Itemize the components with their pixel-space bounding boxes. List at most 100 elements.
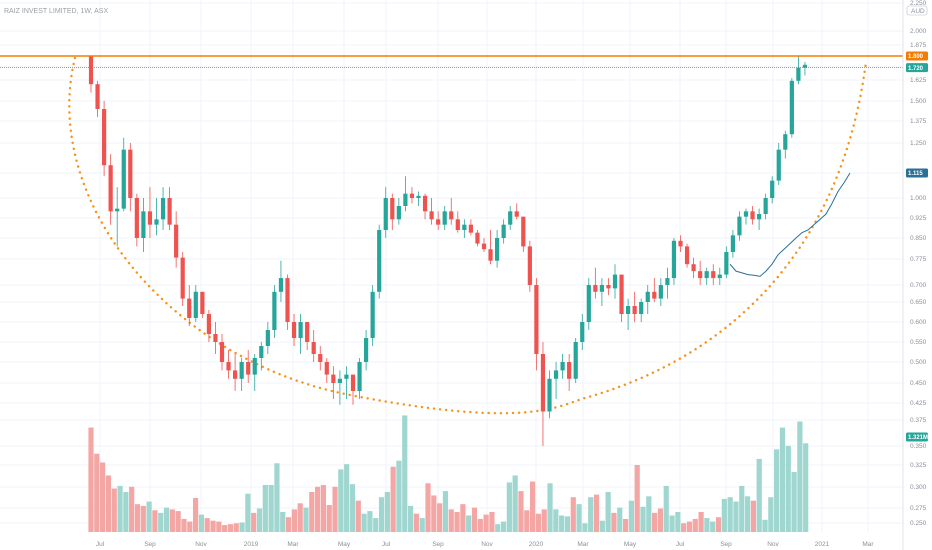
volume-bar	[710, 521, 716, 532]
x-tick-label: Jul	[96, 541, 105, 548]
candle-body	[88, 56, 94, 85]
candle-body	[593, 285, 598, 292]
candle-body	[298, 322, 303, 338]
volume-bar	[163, 507, 170, 532]
candle-body	[95, 84, 100, 109]
x-tick-label: 2019	[244, 541, 259, 548]
candle-body	[285, 278, 290, 322]
volume-bar	[535, 513, 542, 532]
volume-bar	[419, 518, 425, 532]
candle-body	[226, 362, 231, 371]
y-tick-label: 0.325	[910, 462, 927, 469]
candle-body	[364, 338, 369, 362]
volume-bar	[541, 509, 547, 532]
candle-body	[357, 362, 362, 391]
volume-bar	[390, 466, 396, 532]
volume-bar	[105, 475, 112, 532]
y-tick-label: 0.550	[910, 339, 927, 346]
candle-body	[239, 362, 244, 379]
candle-body	[619, 274, 624, 314]
y-tick-label: 0.275	[910, 505, 927, 512]
candle-body	[187, 298, 192, 318]
volume-bar	[251, 512, 257, 532]
candle-body	[108, 165, 113, 212]
x-tick-label: Nov	[195, 541, 207, 548]
volume-bar	[402, 415, 408, 532]
y-tick-label: 0.250	[910, 520, 927, 527]
candle-body	[573, 342, 578, 379]
y-tick-label: 2.000	[910, 28, 927, 35]
y-tick-label: 1.375	[910, 118, 927, 125]
candle-body	[291, 322, 297, 338]
volume-bars	[88, 415, 809, 532]
candle-body	[318, 354, 323, 362]
volume-bar	[274, 463, 280, 532]
volume-bar	[285, 517, 292, 532]
volume-bar	[396, 460, 402, 532]
y-tick-label: 0.300	[910, 484, 927, 491]
volume-bar	[88, 427, 94, 532]
candle-body	[396, 206, 401, 220]
x-tick-label: May	[624, 541, 637, 548]
y-tick-label: 1.000	[910, 195, 927, 202]
candle-body	[711, 271, 716, 279]
candle-body	[717, 274, 722, 279]
volume-bar	[123, 491, 129, 532]
candle-body	[750, 211, 755, 220]
volume-bar	[622, 518, 629, 532]
y-tick-label: 1.250	[910, 140, 927, 147]
candle-body	[102, 109, 107, 166]
y-tick-label: 0.350	[910, 443, 927, 450]
volume-bar	[518, 491, 524, 532]
volume-bar	[762, 519, 768, 532]
volume-bar	[634, 465, 640, 532]
candle-body	[599, 285, 604, 292]
candle-body	[802, 64, 808, 68]
volume-bar	[744, 496, 751, 532]
candle-body	[553, 370, 559, 379]
volume-bar	[681, 523, 687, 532]
x-tick-label: Jul	[382, 541, 391, 548]
ma-polyline	[729, 172, 851, 277]
resistance-badge-bg	[906, 51, 928, 61]
volume-bar	[477, 518, 483, 532]
time-axis[interactable]: Jul Sep Nov 2019 Mar May Jul Sep Nov 2020 Mar May Ju…	[96, 541, 875, 548]
volume-bar	[593, 494, 600, 532]
volume-bar	[483, 514, 489, 532]
candle-body	[658, 285, 663, 299]
price-axis[interactable]: 2.2502.0001.8751.7251.6251.5001.3751.250…	[910, 0, 927, 527]
candle-body	[481, 243, 487, 250]
volume-bar	[559, 515, 565, 532]
candle-body	[704, 271, 709, 279]
candle-body	[665, 278, 670, 285]
x-tick-label: Mar	[862, 541, 874, 548]
candle-body	[468, 224, 473, 233]
x-tick-label: Sep	[432, 541, 444, 548]
candle-body	[233, 370, 238, 379]
candle-body	[259, 346, 264, 358]
candle-body	[763, 198, 768, 214]
y-tick-label: 0.425	[910, 400, 927, 407]
volume-bar	[227, 524, 234, 532]
volume-bar	[187, 521, 193, 532]
volume-bar	[315, 486, 321, 532]
candle-body	[324, 362, 329, 375]
candle-body	[684, 246, 690, 265]
last-price-badge-bg	[906, 63, 928, 73]
volume-bar	[140, 505, 146, 532]
volume-bar	[733, 501, 739, 532]
volume-bar	[233, 523, 239, 532]
volume-bar	[617, 507, 623, 532]
candle-body	[567, 362, 572, 379]
candle-body	[586, 285, 591, 322]
candle-body	[121, 149, 126, 209]
volume-bar	[268, 485, 274, 532]
volume-bar	[774, 449, 780, 532]
y-tick-label: 1.625	[910, 77, 927, 84]
x-tick-label: 2021	[815, 541, 830, 548]
candle-body	[409, 193, 415, 198]
candle-body	[508, 211, 513, 225]
candle-body	[265, 330, 270, 346]
candle-body	[383, 198, 388, 230]
